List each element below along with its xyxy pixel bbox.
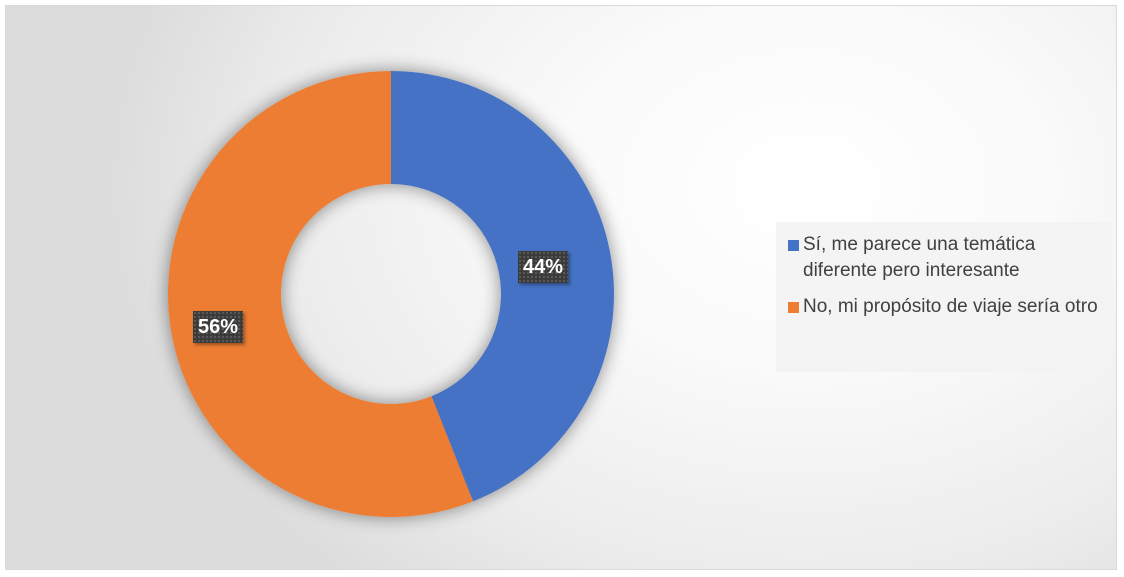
legend-label-no: No, mi propósito de viaje sería otro [803, 296, 1098, 317]
data-label-no: 56% [193, 311, 244, 343]
donut-slice-0 [391, 71, 615, 502]
chart-legend: Sí, me parece una temática diferente per… [776, 222, 1112, 372]
donut-slice-1 [168, 71, 474, 517]
legend-swatch-no [788, 302, 799, 313]
legend-label-si: Sí, me parece una temática diferente per… [803, 234, 1036, 281]
legend-item-si: Sí, me parece una temática diferente per… [788, 232, 1104, 284]
donut-chart [168, 71, 615, 517]
legend-item-no: No, mi propósito de viaje sería otro [788, 294, 1104, 320]
data-label-si: 44% [518, 251, 569, 283]
chart-area: 44% 56% Sí, me parece una temática difer… [5, 5, 1117, 570]
legend-swatch-si [788, 240, 799, 251]
